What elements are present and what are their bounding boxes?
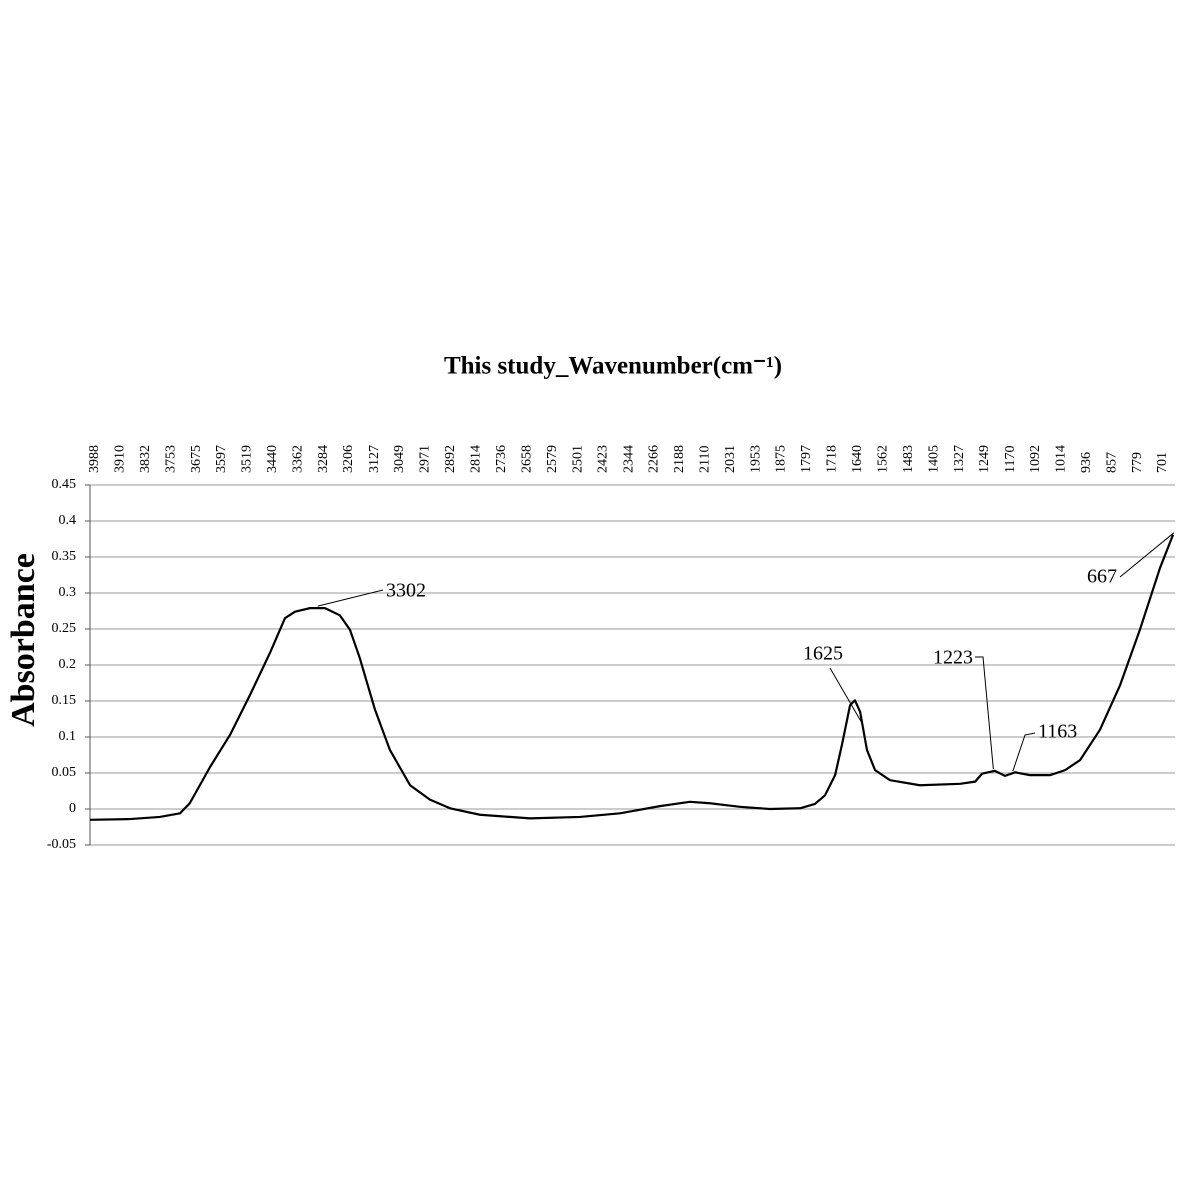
x-tick-label: 2110 bbox=[697, 446, 712, 473]
x-tick-label: 1797 bbox=[799, 445, 814, 473]
x-tick-label: 701 bbox=[1155, 452, 1170, 473]
x-tick-label: 3675 bbox=[189, 445, 204, 473]
y-tick-label: 0.15 bbox=[52, 693, 77, 708]
x-tick-label: 1405 bbox=[926, 445, 941, 473]
x-tick-label: 2188 bbox=[672, 445, 687, 473]
annotation-label: 1223 bbox=[933, 647, 973, 669]
x-tick-label: 2031 bbox=[723, 445, 738, 473]
x-tick-label: 2736 bbox=[494, 445, 509, 473]
x-tick-label: 936 bbox=[1079, 452, 1094, 473]
x-tick-label: 3753 bbox=[163, 445, 178, 473]
y-tick-label: 0.1 bbox=[59, 729, 77, 744]
y-tick-label: 0 bbox=[69, 801, 76, 816]
x-tick-label: 1014 bbox=[1053, 445, 1068, 473]
x-tick-label: 1327 bbox=[952, 445, 967, 473]
x-tick-label: 1092 bbox=[1028, 445, 1043, 473]
x-tick-label: 857 bbox=[1105, 452, 1120, 473]
chart-title: This study_Wavenumber(cm⁻¹) bbox=[444, 353, 782, 380]
spectrum-line bbox=[89, 534, 1175, 821]
x-tick-label: 1640 bbox=[850, 445, 865, 473]
x-tick-label: 3519 bbox=[239, 445, 254, 473]
annotation-label: 1163 bbox=[1038, 721, 1077, 743]
annotation-leader bbox=[975, 656, 994, 770]
x-tick-label: 2266 bbox=[647, 445, 662, 473]
x-tick-label: 2344 bbox=[621, 445, 636, 473]
x-tick-label: 2814 bbox=[469, 445, 484, 473]
x-tick-label: 3206 bbox=[341, 445, 356, 473]
x-tick-label: 3597 bbox=[214, 445, 229, 473]
x-tick-label: 2892 bbox=[443, 445, 458, 473]
annotation-leader bbox=[1012, 732, 1036, 772]
x-tick-label: 3988 bbox=[87, 445, 102, 473]
annotation-label: 3302 bbox=[386, 580, 426, 602]
x-tick-label: 2423 bbox=[596, 445, 611, 473]
annotation-leader bbox=[317, 589, 384, 607]
y-tick-label: 0.4 bbox=[59, 513, 77, 528]
x-tick-label: 3910 bbox=[112, 445, 127, 473]
x-tick-label: 779 bbox=[1130, 452, 1145, 473]
annotation-label: 667 bbox=[1087, 566, 1117, 588]
x-tick-label: 3362 bbox=[291, 445, 306, 473]
y-tick-label: 0.25 bbox=[52, 621, 77, 636]
x-tick-label: 1170 bbox=[1003, 446, 1018, 473]
y-tick-label: 0.3 bbox=[59, 585, 77, 600]
x-tick-label: 3832 bbox=[138, 445, 153, 473]
x-tick-label: 2501 bbox=[570, 445, 585, 473]
y-tick-label: -0.05 bbox=[47, 837, 76, 852]
x-tick-label: 2971 bbox=[418, 445, 433, 473]
x-tick-label: 3127 bbox=[367, 445, 382, 473]
x-tick-label: 1875 bbox=[774, 445, 789, 473]
x-tick-label: 1562 bbox=[875, 445, 890, 473]
y-tick-label: 0.35 bbox=[52, 549, 77, 564]
x-tick-label: 2579 bbox=[545, 445, 560, 473]
x-tick-label: 3049 bbox=[392, 445, 407, 473]
x-tick-label: 1249 bbox=[977, 445, 992, 473]
y-tick-label: 0.2 bbox=[59, 657, 77, 672]
x-tick-label: 1953 bbox=[748, 445, 763, 473]
annotation-label: 1625 bbox=[803, 643, 843, 665]
y-tick-label: 0.45 bbox=[52, 477, 77, 492]
annotation-leader bbox=[1119, 532, 1175, 578]
x-tick-label: 2658 bbox=[519, 445, 534, 473]
x-tick-label: 1483 bbox=[901, 445, 916, 473]
x-tick-label: 3284 bbox=[316, 445, 331, 473]
x-tick-label: 3440 bbox=[265, 445, 280, 473]
y-axis-label: Absorbance bbox=[5, 553, 42, 727]
y-tick-label: 0.05 bbox=[52, 765, 77, 780]
x-tick-label: 1718 bbox=[825, 445, 840, 473]
annotation-leader bbox=[829, 667, 864, 725]
